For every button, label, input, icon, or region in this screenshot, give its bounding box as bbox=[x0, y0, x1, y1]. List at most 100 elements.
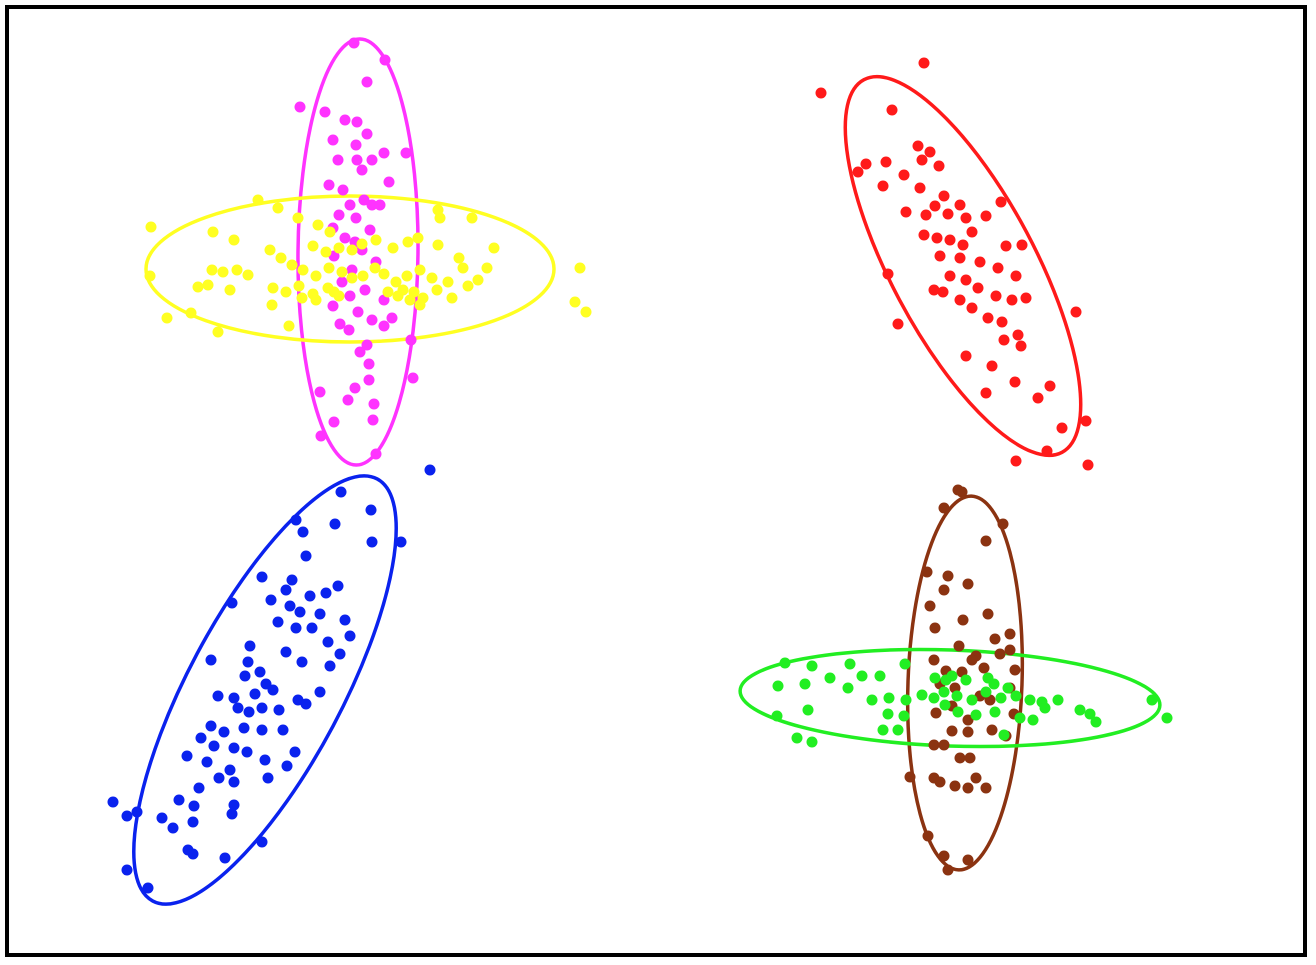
data-point-s1-3 bbox=[252, 194, 264, 206]
data-point-s1-11 bbox=[346, 244, 358, 256]
data-point-s0-11 bbox=[400, 147, 412, 159]
data-point-s2-7 bbox=[860, 158, 872, 170]
data-point-s1-49 bbox=[224, 284, 236, 296]
data-point-s2-8 bbox=[852, 166, 864, 178]
data-point-s1-38 bbox=[442, 276, 454, 288]
data-point-s2-11 bbox=[877, 180, 889, 192]
data-point-brown-11 bbox=[957, 614, 969, 626]
data-point-s0-54 bbox=[328, 416, 340, 428]
data-point-s2-18 bbox=[942, 208, 954, 220]
data-point-s1-52 bbox=[293, 280, 305, 292]
data-point-s3-5 bbox=[297, 526, 309, 538]
data-point-brown-50 bbox=[938, 850, 950, 862]
data-point-s0-12 bbox=[332, 154, 344, 166]
data-point-s2-0 bbox=[815, 87, 827, 99]
data-point-s3-40 bbox=[232, 702, 244, 714]
data-point-s2-37 bbox=[972, 282, 984, 294]
data-point-s0-51 bbox=[314, 386, 326, 398]
data-point-s5-8 bbox=[799, 678, 811, 690]
data-point-s1-4 bbox=[272, 202, 284, 214]
data-point-brown-9 bbox=[924, 600, 936, 612]
data-point-s5-50 bbox=[791, 732, 803, 744]
data-point-s1-75 bbox=[414, 299, 426, 311]
data-point-s1-43 bbox=[206, 264, 218, 276]
data-point-s5-45 bbox=[1161, 712, 1173, 724]
data-point-brown-8 bbox=[938, 584, 950, 596]
data-point-s0-24 bbox=[350, 212, 362, 224]
data-point-s5-19 bbox=[900, 694, 912, 706]
cluster-ellipse-3 bbox=[132, 474, 398, 906]
data-point-s2-32 bbox=[992, 262, 1004, 274]
data-point-s0-35 bbox=[344, 290, 356, 302]
data-point-s1-25 bbox=[286, 259, 298, 271]
data-point-s1-23 bbox=[264, 244, 276, 256]
data-point-s3-70 bbox=[188, 800, 200, 812]
data-point-s3-32 bbox=[324, 660, 336, 672]
data-point-brown-41 bbox=[964, 752, 976, 764]
data-point-s5-13 bbox=[960, 674, 972, 686]
data-point-s3-50 bbox=[256, 724, 268, 736]
data-point-s2-45 bbox=[982, 312, 994, 324]
data-point-s5-2 bbox=[844, 658, 856, 670]
data-point-s3-67 bbox=[121, 810, 133, 822]
data-point-s5-35 bbox=[939, 699, 951, 711]
data-point-s0-0 bbox=[348, 37, 360, 49]
data-point-s5-36 bbox=[952, 706, 964, 718]
data-point-s0-47 bbox=[363, 358, 375, 370]
data-point-s3-16 bbox=[265, 594, 277, 606]
data-point-brown-4 bbox=[980, 535, 992, 547]
data-point-s1-2 bbox=[228, 234, 240, 246]
data-point-s2-25 bbox=[957, 239, 969, 251]
data-point-s2-15 bbox=[954, 199, 966, 211]
data-point-s0-5 bbox=[339, 114, 351, 126]
data-point-s5-30 bbox=[1052, 694, 1064, 706]
data-point-s1-68 bbox=[212, 326, 224, 338]
data-point-brown-47 bbox=[980, 782, 992, 794]
data-point-s5-43 bbox=[1084, 708, 1096, 720]
data-point-s5-26 bbox=[995, 692, 1007, 704]
data-point-s2-19 bbox=[960, 212, 972, 224]
data-point-s2-59 bbox=[1080, 415, 1092, 427]
data-point-s3-3 bbox=[329, 518, 341, 530]
data-point-s0-3 bbox=[294, 101, 306, 113]
data-point-s5-47 bbox=[892, 724, 904, 736]
data-point-s5-21 bbox=[928, 692, 940, 704]
data-point-s0-42 bbox=[343, 324, 355, 336]
data-point-s5-31 bbox=[771, 710, 783, 722]
data-point-s2-48 bbox=[1070, 306, 1082, 318]
data-point-s2-51 bbox=[960, 350, 972, 362]
data-point-s3-74 bbox=[226, 808, 238, 820]
data-point-s3-23 bbox=[306, 622, 318, 634]
data-point-s0-32 bbox=[346, 264, 358, 276]
data-point-s2-35 bbox=[944, 270, 956, 282]
data-point-s2-34 bbox=[882, 268, 894, 280]
data-point-brown-49 bbox=[922, 830, 934, 842]
data-point-s2-17 bbox=[920, 209, 932, 221]
data-point-s0-53 bbox=[368, 398, 380, 410]
data-point-s2-56 bbox=[1032, 392, 1044, 404]
data-point-s0-44 bbox=[405, 334, 417, 346]
data-point-s1-67 bbox=[185, 307, 197, 319]
data-point-brown-1 bbox=[956, 486, 968, 498]
data-point-brown-13 bbox=[1004, 628, 1016, 640]
data-point-s5-5 bbox=[856, 670, 868, 682]
data-point-s1-12 bbox=[356, 238, 368, 250]
data-point-s1-35 bbox=[401, 270, 413, 282]
data-point-s0-21 bbox=[366, 199, 378, 211]
data-point-s3-75 bbox=[167, 822, 179, 834]
data-point-s2-43 bbox=[954, 294, 966, 306]
data-point-s3-80 bbox=[121, 864, 133, 876]
data-point-s3-33 bbox=[334, 648, 346, 660]
data-point-s5-17 bbox=[866, 694, 878, 706]
data-point-s3-73 bbox=[187, 816, 199, 828]
data-point-s2-52 bbox=[986, 360, 998, 372]
data-point-s0-22 bbox=[374, 199, 386, 211]
data-point-s1-36 bbox=[414, 264, 426, 276]
data-point-s3-27 bbox=[205, 654, 217, 666]
data-point-s3-12 bbox=[332, 580, 344, 592]
data-point-brown-12 bbox=[929, 622, 941, 634]
data-point-brown-21 bbox=[978, 662, 990, 674]
cluster-ellipse-1 bbox=[144, 194, 556, 344]
data-point-s2-46 bbox=[996, 316, 1008, 328]
